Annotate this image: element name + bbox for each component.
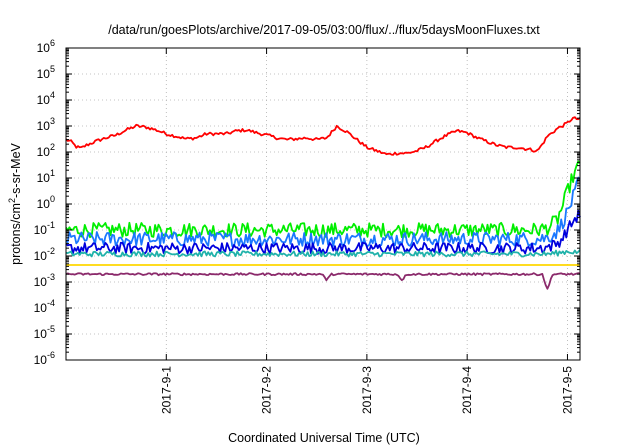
series-line (65, 272, 581, 290)
y-tick-label: 102 (37, 142, 55, 159)
y-tick-label: 106 (37, 38, 55, 55)
y-tick-label: 10-4 (34, 298, 55, 315)
x-tick-label: 2017-9-1 (159, 366, 173, 414)
series-line (65, 160, 581, 239)
y-axis-label: protons/cm2-s-sr-MeV (7, 142, 23, 264)
x-axis-label: Coordinated Universal Time (UTC) (228, 431, 420, 445)
y-tick-label: 10-2 (34, 246, 55, 263)
y-tick-label: 105 (37, 64, 55, 81)
series-line (65, 249, 581, 258)
y-tick-label: 10-3 (34, 272, 55, 289)
x-tick-label: 2017-9-4 (460, 366, 474, 414)
y-tick-label: 101 (37, 168, 55, 185)
y-axis: 10-6 10-5 10-4 10-3 10-2 10-1 100 101 102 103 104 1… (34, 38, 580, 367)
grid (66, 48, 580, 360)
chart-title: /data/run/goesPlots/archive/2017-09-05/0… (108, 23, 540, 37)
x-tick-label: 2017-9-2 (260, 366, 274, 414)
x-tick-label: 2017-9-5 (560, 366, 574, 414)
y-tick-label: 10-1 (34, 220, 55, 237)
series-line (65, 176, 581, 248)
y-tick-label: 10-6 (34, 350, 55, 367)
series-group (65, 116, 581, 290)
x-tick-label: 2017-9-3 (360, 366, 374, 414)
x-axis: 2017-9-1 2017-9-2 2017-9-3 2017-9-4 2017-9-5 (159, 48, 574, 414)
series-line (65, 209, 581, 255)
y-tick-label: 104 (37, 90, 55, 107)
y-tick-label: 10-5 (34, 324, 55, 341)
y-tick-label: 103 (37, 116, 55, 133)
y-tick-label: 100 (37, 194, 55, 211)
series-line (65, 116, 581, 156)
